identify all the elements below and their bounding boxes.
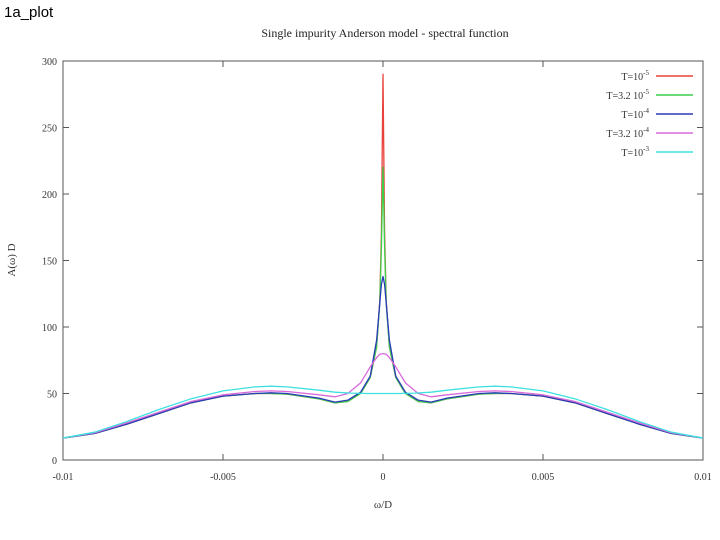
legend-label-3: T=10-4 xyxy=(621,107,649,121)
series-line-4 xyxy=(62,352,704,439)
x-tick-label: 0 xyxy=(381,472,386,483)
x-tick-label: -0.01 xyxy=(53,472,74,483)
x-axis-label: ω/D xyxy=(374,499,392,511)
x-axis: -0.01 -0.005 0 0.005 0.01 xyxy=(53,61,712,483)
y-tick-label: 150 xyxy=(42,257,57,268)
y-tick-label: 200 xyxy=(42,190,57,201)
y-tick-label: 300 xyxy=(42,57,57,68)
y-tick-label: 100 xyxy=(42,323,57,334)
slide-title: 1a_plot xyxy=(4,4,54,21)
legend-label-1: T=10-5 xyxy=(621,69,649,83)
y-axis-label: A(ω) D xyxy=(6,243,18,276)
y-tick-label: 50 xyxy=(47,390,57,401)
legend-label-2: T=3.2 10-5 xyxy=(606,88,649,102)
series-line-2 xyxy=(62,166,704,439)
x-tick-label: 0.005 xyxy=(532,472,555,483)
y-tick-label: 0 xyxy=(52,456,57,467)
x-tick-label: 0.01 xyxy=(694,472,712,483)
y-axis: 0 50 100 150 200 250 300 xyxy=(42,57,703,467)
series-lines xyxy=(62,73,704,439)
legend-label-4: T=3.2 10-4 xyxy=(606,126,649,140)
x-tick-label: -0.005 xyxy=(210,472,236,483)
chart-title: Single impurity Anderson model - spectra… xyxy=(261,26,508,40)
legend-label-5: T=10-3 xyxy=(621,145,649,159)
series-line-3 xyxy=(62,275,704,439)
y-tick-label: 250 xyxy=(42,124,57,135)
series-line-5 xyxy=(62,385,704,439)
legend: T=10-5 T=3.2 10-5 T=10-4 T=3.2 10-4 T=10-3 xyxy=(606,69,693,159)
